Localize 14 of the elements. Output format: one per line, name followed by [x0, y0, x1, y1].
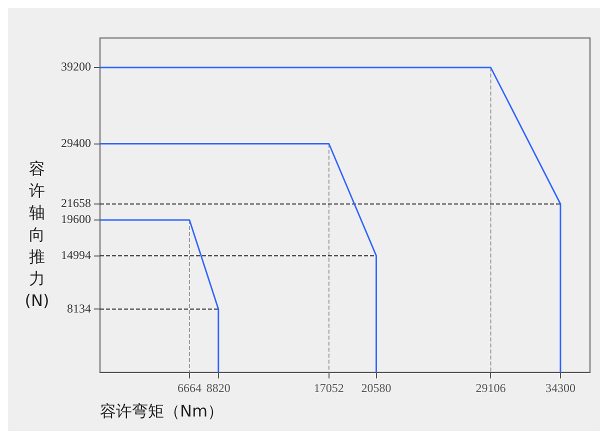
x-tick-label: 20580	[361, 380, 392, 395]
y-tick-label: 14994	[61, 248, 91, 262]
x-axis-title: 容许弯矩（Nm）	[100, 402, 224, 421]
y-tick-label: 29400	[61, 136, 91, 150]
x-tick-label: 34300	[545, 380, 576, 395]
x-tick-label: 8820	[206, 380, 230, 395]
y-tick-label: 21658	[61, 196, 91, 210]
y-tick-label: 8134	[67, 301, 91, 316]
x-tick-label: 17052	[314, 380, 344, 395]
y-tick-label: 19600	[61, 212, 91, 226]
x-tick-label: 6664	[177, 380, 202, 395]
x-tick-label: 29106	[476, 380, 506, 395]
y-axis-title: 容许轴向推力(N)	[24, 158, 50, 312]
y-tick-label: 39200	[61, 60, 91, 74]
